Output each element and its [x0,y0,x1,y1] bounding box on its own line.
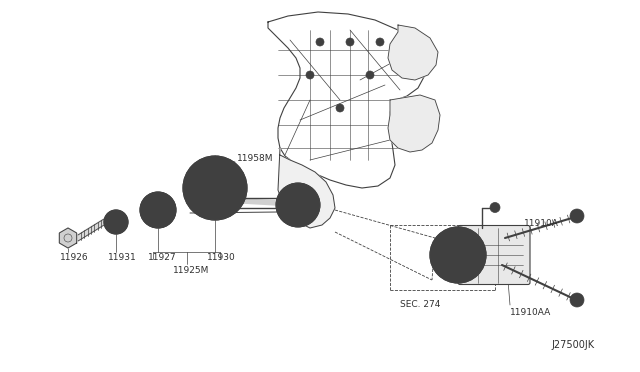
Text: SEC. 274: SEC. 274 [400,300,440,309]
Text: 11925M: 11925M [173,266,209,275]
Circle shape [346,38,354,46]
Polygon shape [68,238,77,248]
Polygon shape [388,95,440,152]
Polygon shape [388,25,438,80]
Polygon shape [68,233,77,243]
Text: 11930: 11930 [207,253,236,262]
Circle shape [203,176,227,200]
Circle shape [306,71,314,79]
Circle shape [104,210,128,234]
Circle shape [276,183,320,227]
Circle shape [183,156,247,220]
Circle shape [336,104,344,112]
Polygon shape [60,238,68,248]
Circle shape [152,204,164,216]
Polygon shape [268,12,425,188]
Polygon shape [60,233,68,243]
Circle shape [570,293,584,307]
Circle shape [430,227,486,283]
Text: 11927: 11927 [148,253,177,262]
Text: 11958M: 11958M [237,154,273,163]
Text: 11931: 11931 [108,253,137,262]
Text: 11910A: 11910A [524,219,559,228]
Circle shape [570,209,584,223]
Polygon shape [60,228,68,238]
Circle shape [366,71,374,79]
Polygon shape [278,148,335,228]
Text: J27500JK: J27500JK [552,340,595,350]
Circle shape [316,38,324,46]
Text: 11910AA: 11910AA [510,308,551,317]
Circle shape [450,247,466,263]
FancyBboxPatch shape [458,225,530,285]
Polygon shape [68,228,77,238]
Circle shape [490,202,500,212]
Circle shape [376,38,384,46]
Circle shape [140,192,176,228]
Circle shape [291,198,305,212]
Text: 11926: 11926 [60,253,88,262]
